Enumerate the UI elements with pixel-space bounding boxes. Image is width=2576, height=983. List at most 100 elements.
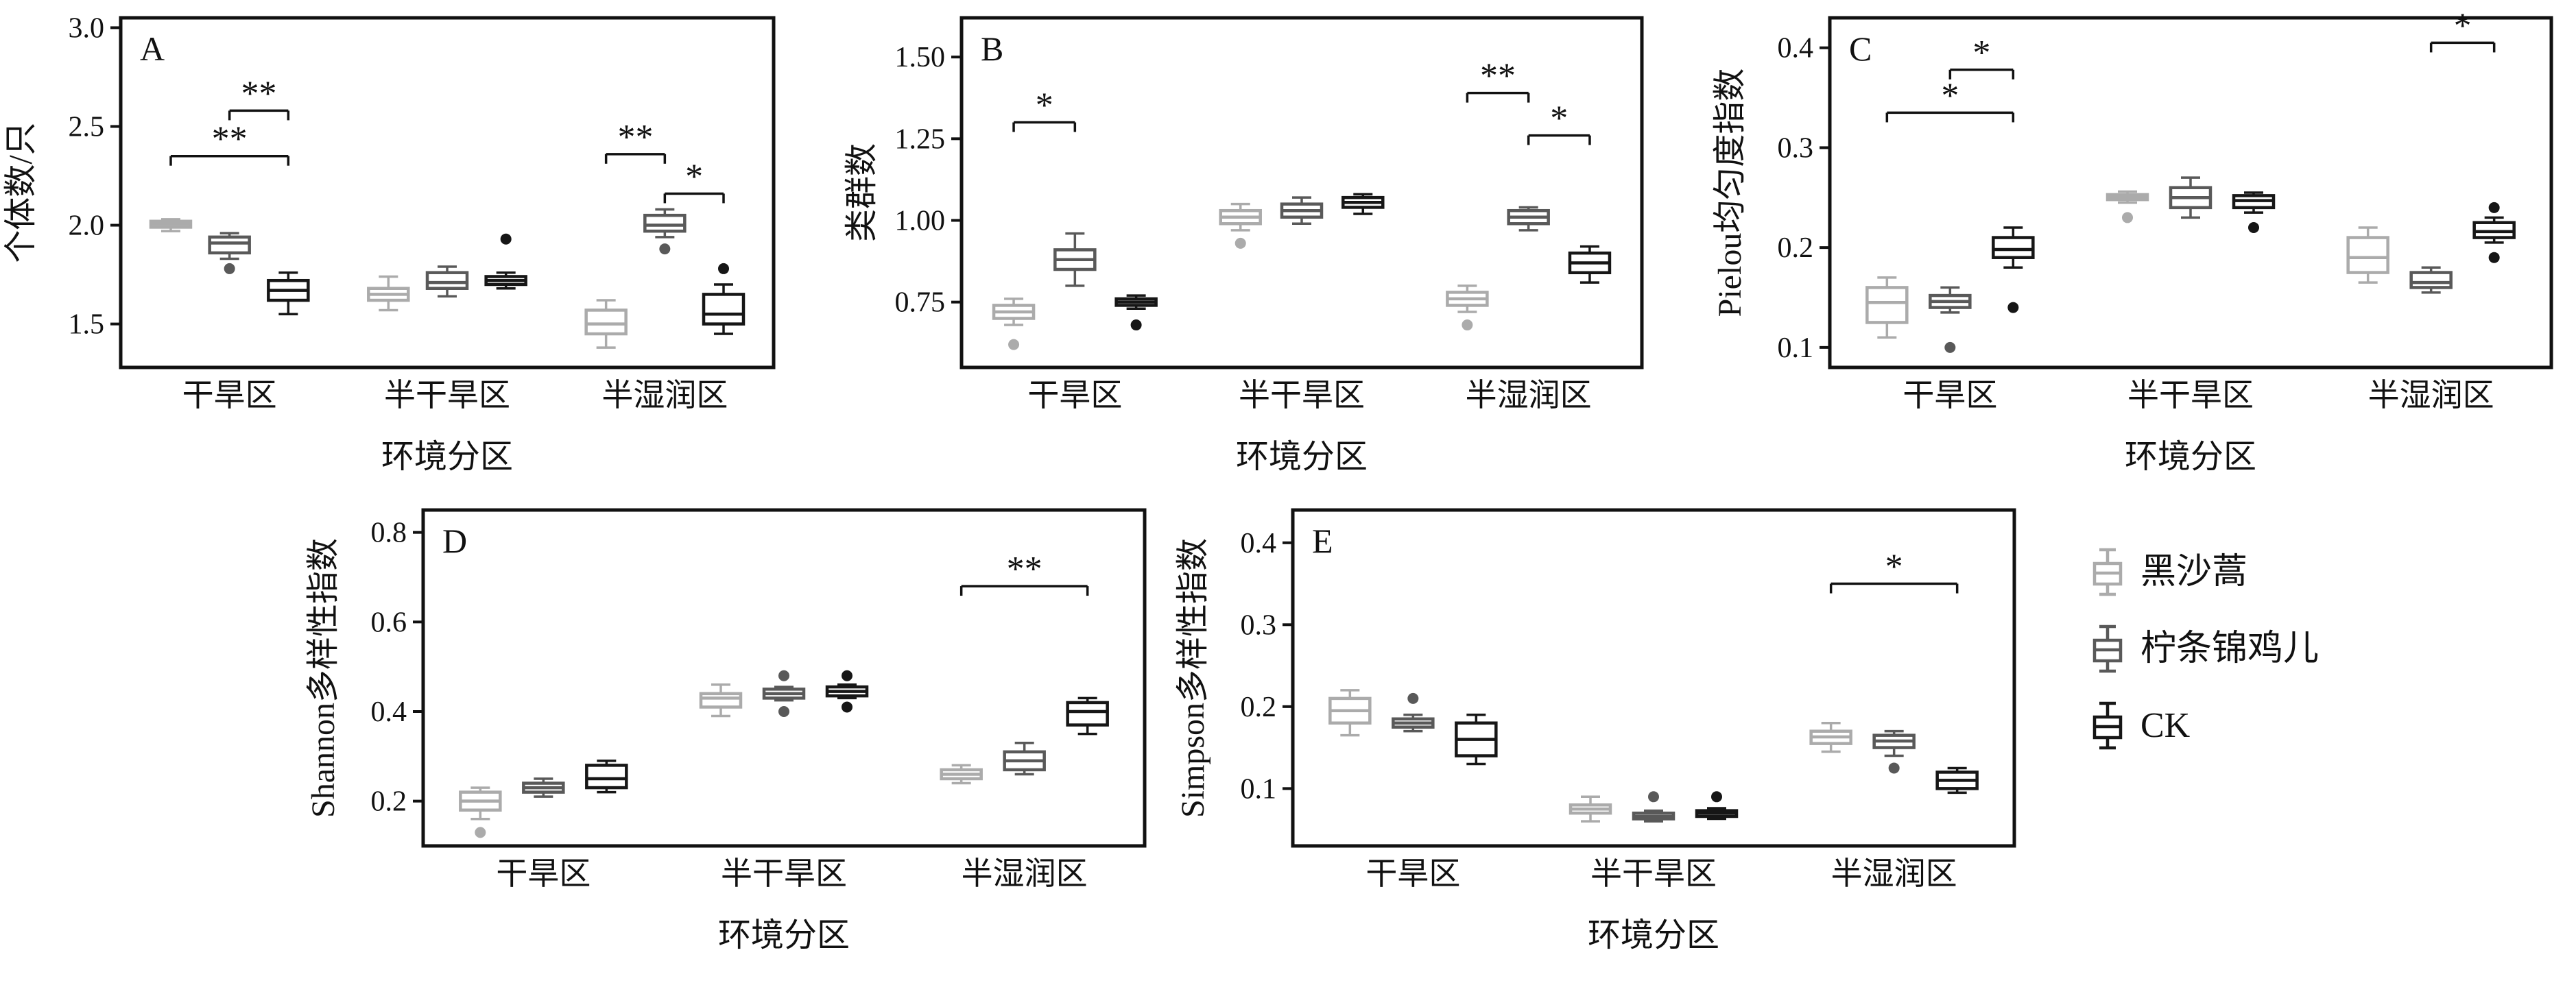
panel-letter: D xyxy=(442,522,467,560)
box xyxy=(643,213,687,233)
box xyxy=(1865,286,1909,324)
chart-panel-e: 0.1 0.2 0.3 0.4 E 干旱区 半干旱区 半湿润区 * 环境分区 Simpson多样性指… xyxy=(1175,498,2032,964)
outlier-dot xyxy=(2488,252,2500,263)
outlier-dot xyxy=(2007,302,2019,313)
significance-label: * xyxy=(1941,76,1959,115)
significance-label: ** xyxy=(617,118,653,157)
x-axis-label: 环境分区 xyxy=(1588,917,1719,954)
boxplot-icon xyxy=(2092,624,2123,673)
y-tick-label: 0.1 xyxy=(1241,773,1277,805)
group-label: 干旱区 xyxy=(1365,856,1460,891)
y-tick-label: 0.8 xyxy=(371,518,407,549)
y-tick-label: 0.3 xyxy=(1778,132,1814,164)
y-axis-label: 类群数 xyxy=(844,143,880,242)
boxplot-icon xyxy=(2092,548,2123,596)
group-label: 半湿润区 xyxy=(1831,856,1957,891)
outlier-dot xyxy=(659,243,671,255)
bottom-row: 0.2 0.4 0.6 0.8 D 干旱区 半干旱区 半湿润区 ** 环境分区 Shannon多样性… xyxy=(0,498,2576,964)
x-axis-label: 环境分区 xyxy=(718,917,850,954)
significance-label: ** xyxy=(1007,550,1042,589)
y-tick-label: 0.4 xyxy=(1778,33,1814,64)
panel-letter: A xyxy=(140,29,165,68)
significance-label: * xyxy=(685,157,703,196)
legend-item-ck: CK xyxy=(2086,699,2319,753)
outlier-dot xyxy=(842,701,852,713)
y-tick-label: 1.50 xyxy=(895,42,946,73)
y-tick-label: 2.0 xyxy=(69,210,105,242)
outlier-dot xyxy=(778,670,789,681)
panel-letter: B xyxy=(981,29,1003,68)
legend-item-heishahao: 黑沙蒿 xyxy=(2086,546,2319,599)
legend-label: 黑沙蒿 xyxy=(2140,553,2248,592)
group-label: 干旱区 xyxy=(1027,378,1122,413)
chart-panel-d: 0.2 0.4 0.6 0.8 D 干旱区 半干旱区 半湿润区 ** 环境分区 Shannon多样性… xyxy=(305,498,1162,964)
legend-label: CK xyxy=(2140,706,2191,745)
significance-label: ** xyxy=(241,74,277,113)
y-tick-label: 0.2 xyxy=(1778,232,1814,264)
group-label: 半湿润区 xyxy=(2368,378,2494,413)
group-label: 半干旱区 xyxy=(2127,378,2254,413)
box xyxy=(2346,236,2389,274)
significance-label: * xyxy=(1550,99,1568,138)
plot-frame xyxy=(119,16,776,369)
box xyxy=(585,764,628,790)
significance-label: * xyxy=(2454,6,2472,45)
group-label: 半干旱区 xyxy=(1239,378,1365,413)
group-label: 干旱区 xyxy=(1903,378,1997,413)
outlier-dot xyxy=(842,670,852,681)
outlier-dot xyxy=(475,827,486,838)
y-tick-label: 1.5 xyxy=(69,309,105,341)
outlier-dot xyxy=(1648,791,1659,803)
outlier-dot xyxy=(718,263,730,274)
y-tick-label: 0.6 xyxy=(371,607,407,638)
plot-frame xyxy=(959,16,1644,369)
plot-frame xyxy=(1828,16,2553,369)
group-label: 半湿润区 xyxy=(601,378,728,413)
boxplot-icon xyxy=(2092,701,2123,750)
outlier-dot xyxy=(1462,319,1473,331)
outlier-dot xyxy=(2488,202,2500,213)
y-tick-label: 0.3 xyxy=(1241,609,1277,641)
y-tick-label: 0.4 xyxy=(371,696,407,728)
y-tick-label: 1.25 xyxy=(895,123,946,155)
x-axis-label: 环境分区 xyxy=(381,439,513,475)
outlier-dot xyxy=(1944,341,1956,353)
panel-letter: E xyxy=(1312,522,1333,560)
box xyxy=(699,692,743,709)
y-tick-label: 0.2 xyxy=(1241,692,1277,723)
outlier-dot xyxy=(2122,212,2133,223)
box xyxy=(1992,236,2035,259)
y-axis-label: Shannon多样性指数 xyxy=(305,538,342,818)
group-label: 干旱区 xyxy=(496,856,591,891)
outlier-dot xyxy=(2248,222,2259,233)
significance-label: * xyxy=(1036,86,1053,125)
y-tick-label: 0.1 xyxy=(1778,332,1814,364)
significance-label: ** xyxy=(1480,57,1516,96)
panel-letter: C xyxy=(1849,29,1872,68)
y-tick-label: 1.00 xyxy=(895,206,946,237)
outlier-dot xyxy=(500,233,512,245)
outlier-dot xyxy=(1888,762,1900,774)
y-tick-label: 0.75 xyxy=(895,287,946,319)
outlier-dot xyxy=(1008,339,1020,350)
top-row: 1.5 2.0 2.5 3.0 A 干旱区 半干旱区 半湿润区 ** ** ** * 环境分区 个体数/只… xyxy=(0,0,2576,485)
outlier-dot xyxy=(778,706,789,717)
legend-label: 柠条锦鸡儿 xyxy=(2140,629,2319,668)
outlier-dot xyxy=(1711,791,1722,803)
group-label: 半干旱区 xyxy=(1590,856,1717,891)
outlier-dot xyxy=(1235,237,1246,249)
group-label: 半湿润区 xyxy=(1466,378,1592,413)
chart-panel-c: 0.1 0.2 0.3 0.4 C 干旱区 半干旱区 半湿润区 * * * 环境分区 Pielou均匀度… xyxy=(1712,5,2569,485)
y-tick-label: 3.0 xyxy=(69,12,105,44)
outlier-dot xyxy=(224,263,235,274)
legend: 黑沙蒿 柠条锦鸡儿 CK xyxy=(2086,498,2319,776)
x-axis-label: 环境分区 xyxy=(1236,439,1368,475)
box xyxy=(1066,701,1109,727)
outlier-dot xyxy=(1130,319,1142,331)
significance-label: * xyxy=(1885,548,1903,587)
group-label: 干旱区 xyxy=(182,378,277,413)
significance-label: * xyxy=(1972,34,1990,73)
